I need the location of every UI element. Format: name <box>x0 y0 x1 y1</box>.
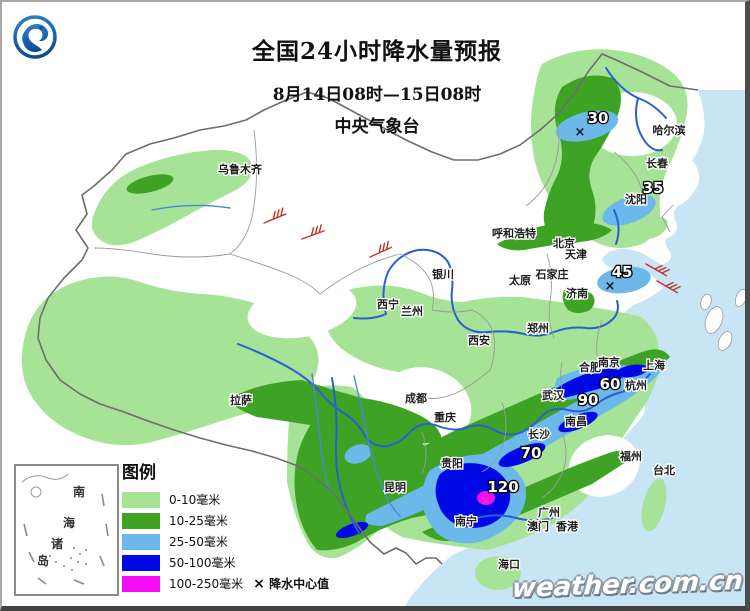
precip-center-value: 45 <box>612 263 633 281</box>
legend-swatch <box>122 554 160 571</box>
inset-label-char: 南 <box>73 485 86 499</box>
city-label: 澳门 <box>527 519 549 533</box>
city-label: 哈尔滨 <box>653 123 686 137</box>
wind-barb-icon <box>263 207 287 224</box>
city-label: 南京 <box>598 355 620 369</box>
precip-center-value: 35 <box>643 179 664 197</box>
city-label: 合肥 <box>579 360 601 374</box>
wind-barb-icon <box>301 224 325 240</box>
wind-barb-icon <box>645 263 670 277</box>
page-title: 全国24小时降水量预报 <box>251 38 502 65</box>
city-label: 重庆 <box>434 410 456 424</box>
valid-period: 8月14日08时—15日08时 <box>272 85 482 105</box>
city-label: 贵阳 <box>441 456 463 470</box>
city-label: 兰州 <box>401 304 423 318</box>
south-china-sea-inset: 南 海 诸 岛 <box>14 464 119 596</box>
precip-center-value: 120 <box>487 478 518 496</box>
national-border <box>37 53 699 565</box>
islands <box>700 288 745 351</box>
city-label: 台北 <box>653 463 675 477</box>
precip-center-value: 90 <box>578 391 599 409</box>
city-label: 郑州 <box>527 321 549 335</box>
legend: 图例 0-10毫米 10-25毫米 25-50毫米 50-100毫米 100-250毫米… <box>122 458 337 594</box>
sea-area <box>405 90 745 606</box>
city-label: 太原 <box>508 273 531 287</box>
legend-label: 10-25毫米 <box>169 514 228 528</box>
precip-center-mark: × <box>575 125 586 140</box>
city-label: 广州 <box>538 505 560 519</box>
legend-item: 100-250毫米 × 降水中心值 <box>122 573 337 594</box>
wind-barb-icon <box>656 280 681 294</box>
inset-label-char: 诸 <box>51 537 64 551</box>
zone-100-250mm <box>477 491 495 505</box>
legend-item: 50-100毫米 <box>122 552 337 573</box>
city-label: 西宁 <box>377 297 399 311</box>
city-label: 武汉 <box>542 388 565 402</box>
issuing-agency: 中央气象台 <box>334 117 420 137</box>
precip-center-mark: × <box>605 279 616 294</box>
legend-label: 0-10毫米 <box>169 493 221 507</box>
legend-swatch <box>122 575 160 592</box>
city-label: 上海 <box>643 358 665 372</box>
city-label: 长沙 <box>528 427 550 441</box>
center-marker-note: × 降水中心值 <box>253 576 330 592</box>
legend-item: 25-50毫米 <box>122 531 337 552</box>
inset-map <box>21 473 109 585</box>
city-label: 拉萨 <box>230 393 252 407</box>
city-label: 香港 <box>555 519 579 533</box>
wind-barb-icon <box>369 240 393 258</box>
province-borders <box>93 121 674 499</box>
legend-label: 50-100毫米 <box>169 556 236 570</box>
site-logo-icon <box>12 14 58 60</box>
city-label: 银川 <box>432 267 454 281</box>
city-label: 北京 <box>553 236 575 250</box>
legend-swatch <box>122 491 160 508</box>
legend-swatch <box>122 512 160 529</box>
legend-label: 25-50毫米 <box>169 535 228 549</box>
legend-swatch <box>122 533 160 550</box>
legend-label: 100-250毫米 <box>169 577 244 591</box>
city-label: 西安 <box>468 333 490 347</box>
city-label: 呼和浩特 <box>492 226 536 240</box>
city-label: 南昌 <box>565 414 587 428</box>
city-label: 杭州 <box>625 378 647 392</box>
city-label: 成都 <box>405 391 427 405</box>
inset-label-char: 岛 <box>37 554 50 568</box>
legend-item: 0-10毫米 <box>122 489 337 510</box>
city-label: 昆明 <box>384 481 406 494</box>
rivers <box>151 67 667 535</box>
city-label: 长春 <box>646 156 669 170</box>
precip-center-value: 30 <box>588 109 609 127</box>
city-label: 济南 <box>566 286 588 300</box>
city-label: 乌鲁木齐 <box>218 162 263 176</box>
precip-center-mark: × <box>481 494 492 509</box>
precip-center-value: 60 <box>600 375 621 393</box>
title-block: 全国24小时降水量预报 8月14日08时—15日08时 中央气象台 <box>162 32 592 137</box>
city-label: 天津 <box>565 247 587 261</box>
city-label: 海口 <box>498 557 520 571</box>
city-label: 南宁 <box>455 514 477 528</box>
city-label: 沈阳 <box>625 192 647 206</box>
legend-item: 10-25毫米 <box>122 510 337 531</box>
city-label: 福州 <box>619 449 642 463</box>
precip-center-value: 70 <box>521 444 542 462</box>
zone-50-100mm <box>335 364 648 539</box>
legend-title: 图例 <box>122 463 156 483</box>
inset-label-char: 海 <box>63 516 76 530</box>
city-label: 石家庄 <box>535 267 569 281</box>
